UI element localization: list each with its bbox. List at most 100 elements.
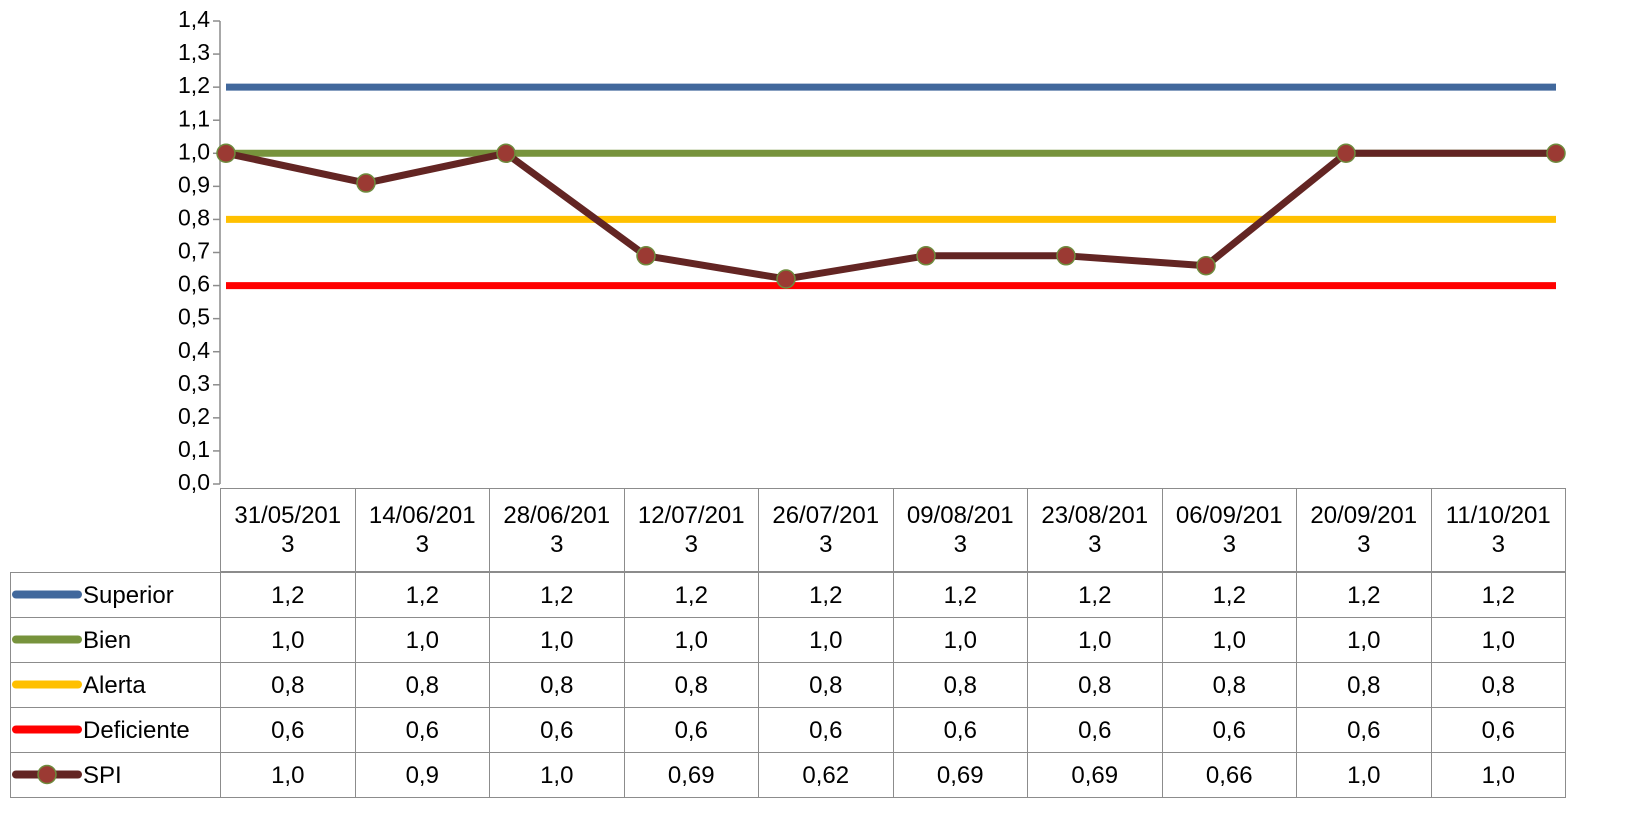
cell-text: 20/09/2013	[1310, 502, 1418, 558]
cell-text: 0,6	[1078, 716, 1112, 744]
y-tick-label: 0,9	[178, 171, 210, 197]
cell-text: 12/07/2013	[637, 502, 745, 558]
y-tick-label: 0,5	[178, 304, 210, 330]
cell-text: 0,66	[1205, 761, 1253, 789]
y-tick-label: 0,1	[178, 436, 210, 462]
cell-text: 31/05/2013	[234, 502, 342, 558]
cell-text: 11/10/2013	[1445, 502, 1551, 558]
y-tick-label: 1,3	[178, 39, 210, 65]
category-header: 12/07/2013	[623, 488, 759, 572]
cell-text: 0,8	[405, 671, 439, 699]
table-value: 1,0	[1296, 752, 1432, 798]
marker	[1546, 143, 1566, 164]
marker	[216, 143, 236, 164]
cell-text: 0,6	[1212, 716, 1246, 744]
y-tick-label: 0,3	[178, 370, 210, 396]
cell-text: Bien	[83, 626, 132, 654]
category-header: 20/09/2013	[1296, 488, 1432, 572]
marker	[496, 143, 516, 164]
cell-text: 26/07/2013	[772, 502, 880, 558]
cell-text: 0,6	[271, 716, 305, 744]
table-value: 0,69	[892, 752, 1028, 798]
cell-text: 1,0	[540, 626, 574, 654]
cell-text: 1,0	[1481, 626, 1515, 654]
marker	[1336, 143, 1356, 164]
category-header: 31/05/2013	[220, 488, 356, 572]
cell-text: 0,8	[674, 671, 708, 699]
cell-text: 1,2	[674, 581, 708, 609]
cell-text: 0,8	[1078, 671, 1112, 699]
marker	[916, 246, 936, 266]
cell-text: 0,8	[271, 671, 305, 699]
cell-text: 1,2	[1078, 581, 1112, 609]
cell-text: 1,0	[271, 761, 305, 789]
cell-text: 06/09/2013	[1175, 502, 1283, 558]
table-value: 0,6	[758, 707, 894, 753]
marker	[1196, 255, 1216, 276]
cell-text: 0,8	[1212, 671, 1246, 699]
cell-text: Deficiente	[83, 716, 190, 744]
cell-text: 0,6	[1347, 716, 1381, 744]
y-tick-label: 1,0	[178, 138, 210, 164]
cell-text: 1,0	[943, 626, 977, 654]
category-header: 14/06/2013	[354, 488, 490, 572]
cell-text: Alerta	[83, 671, 146, 699]
marker	[356, 173, 376, 193]
cell-text: 0,6	[809, 716, 843, 744]
cell-text: 1,2	[943, 581, 977, 609]
marker	[1056, 246, 1076, 266]
cell-text: 1,0	[405, 626, 439, 654]
y-tick-label: 0,7	[178, 238, 210, 264]
cell-text: 0,8	[540, 671, 574, 699]
cell-text: 0,8	[809, 671, 843, 699]
cell-text: SPI	[83, 761, 122, 789]
cell-text: 0,6	[943, 716, 977, 744]
cell-text: 0,62	[802, 761, 850, 789]
y-tick-label: 0,4	[178, 337, 210, 363]
cell-text: 23/08/2013	[1041, 502, 1149, 558]
cell-text: 0,6	[540, 716, 574, 744]
table-value: 1,2	[1296, 572, 1432, 618]
marker	[636, 246, 656, 266]
cell-text: 1,0	[1078, 626, 1112, 654]
cell-text: 28/06/2013	[503, 502, 611, 558]
table-value: 1,0	[489, 752, 625, 798]
cell-text: 0,6	[674, 716, 708, 744]
cell-text: 1,2	[1212, 581, 1246, 609]
table-value: 0,66	[1161, 752, 1297, 798]
cell-text: 09/08/2013	[906, 502, 1014, 558]
cell-text: 14/06/2013	[368, 502, 476, 558]
cell-text: 0,69	[667, 761, 715, 789]
y-tick-label: 1,2	[178, 72, 210, 98]
cell-text: 1,0	[540, 761, 574, 789]
cell-text: 0,8	[1481, 671, 1515, 699]
cell-text: 0,6	[405, 716, 439, 744]
cell-text: 0,69	[936, 761, 984, 789]
cell-text: 1,2	[540, 581, 574, 609]
cell-text: 1,0	[809, 626, 843, 654]
cell-text: 0,6	[1481, 716, 1515, 744]
cell-text: 1,0	[271, 626, 305, 654]
legend-marker	[37, 764, 57, 785]
y-tick-label: 0,0	[178, 469, 210, 495]
y-tick-label: 1,1	[178, 105, 210, 131]
cell-text: 1,0	[1347, 626, 1381, 654]
cell-text: 1,2	[405, 581, 439, 609]
table-value: 1,0	[1430, 752, 1566, 798]
y-tick-label: 0,2	[178, 403, 210, 429]
category-header: 06/09/2013	[1161, 488, 1297, 572]
cell-text: 1,2	[271, 581, 305, 609]
table-value: 1,0	[1430, 617, 1566, 663]
cell-text: 1,2	[1481, 581, 1515, 609]
cell-text: 1,0	[1347, 761, 1381, 789]
category-header: 11/10/2013	[1430, 488, 1566, 572]
y-tick-label: 0,6	[178, 271, 210, 297]
marker	[776, 269, 796, 289]
y-tick-label: 1,4	[178, 6, 210, 32]
cell-text: 1,0	[1481, 761, 1515, 789]
series-line	[225, 149, 1556, 283]
cell-text: 1,0	[674, 626, 708, 654]
y-tick-label: 0,8	[178, 205, 210, 231]
